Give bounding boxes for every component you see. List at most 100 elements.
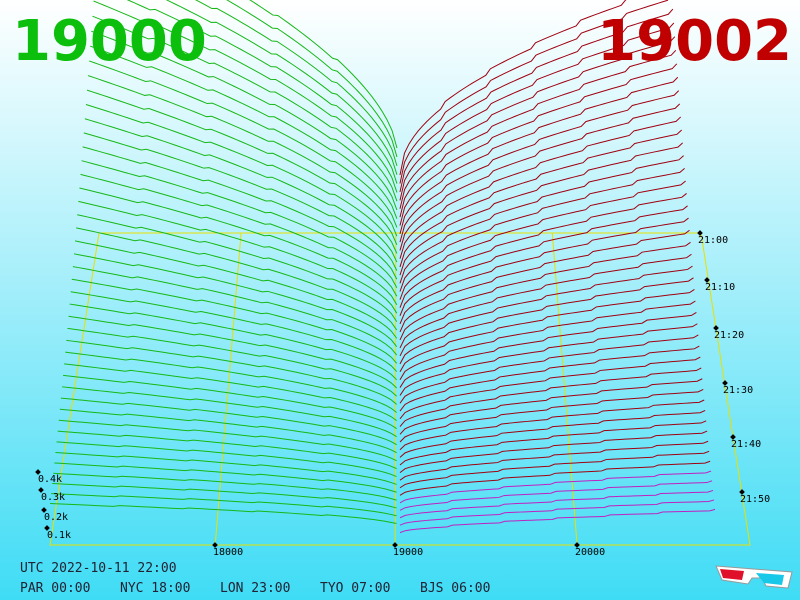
clock-label: BJS 06:00 (420, 581, 490, 596)
bid-slice (76, 227, 398, 331)
ask-slice (399, 334, 699, 404)
bid-slice (69, 303, 398, 381)
bid-slice (92, 15, 398, 202)
tick-dot (44, 525, 50, 531)
ask-slice (399, 367, 702, 427)
bid-slice (61, 386, 397, 438)
price-tick-label: 19000 (393, 547, 423, 558)
ask-slice (399, 63, 678, 226)
ask-slice (399, 0, 627, 176)
ask-slice (399, 470, 712, 504)
ask-slice (399, 378, 703, 435)
bid-slice (80, 173, 398, 297)
ask-slice (399, 289, 695, 373)
tick-dot (574, 542, 580, 548)
utc-time: UTC 2022-10-11 22:00 (20, 561, 177, 576)
ask-slice (399, 180, 686, 300)
tick-dot (722, 380, 728, 386)
price-tick-label: 20000 (575, 547, 605, 558)
ask-slice (399, 312, 697, 388)
bid-price: 19000 (12, 9, 207, 74)
ask-slice (399, 499, 715, 526)
bid-slice (52, 482, 397, 509)
tick-dot (730, 434, 736, 440)
clock-label: PAR 00:00 (20, 581, 90, 596)
ask-slice (399, 323, 698, 396)
bid-slice (60, 397, 397, 446)
tick-dot (739, 489, 745, 495)
floor-line (551, 232, 578, 546)
depth-tick-label: 0.1k (47, 530, 71, 541)
tick-dot (697, 230, 703, 236)
bid-slice (71, 278, 398, 364)
ask-slice (399, 450, 710, 489)
ask-slice (399, 116, 682, 259)
bid-slice (49, 503, 397, 524)
bid-slice (67, 327, 398, 397)
bid-slice (72, 266, 398, 356)
ask-slice (399, 356, 701, 420)
ask-slice (399, 241, 691, 341)
depth-tick-label: 0.3k (41, 492, 65, 503)
time-tick-label: 21:10 (705, 282, 735, 293)
bid-slice (84, 118, 398, 263)
ask-slice (399, 388, 704, 443)
ask-slice (399, 508, 716, 534)
bid-slice (70, 291, 398, 372)
depth-tick-label: 0.2k (44, 512, 68, 523)
floor-line (394, 232, 397, 546)
ask-slice (399, 129, 683, 268)
clock-label: TYO 07:00 (320, 581, 390, 596)
ask-slice (399, 193, 687, 308)
ask-slice (399, 36, 676, 209)
bid-slice (89, 60, 398, 228)
bid-slice (54, 462, 397, 493)
ask-slice (399, 460, 711, 496)
bid-slice (82, 146, 398, 280)
time-tick-label: 21:40 (731, 439, 761, 450)
bid-slice (66, 339, 397, 405)
bid-slice (53, 472, 397, 501)
bid-slice (77, 214, 398, 322)
bid-slice (63, 374, 397, 430)
time-tick-label: 21:30 (723, 385, 753, 396)
axis-labels: 0.1k 0.2k 0.3k 0.4k 18000 19000 20000 21:00 21:1… (35, 230, 770, 558)
ask-slice (399, 229, 690, 333)
bid-slice (79, 187, 398, 305)
ask-slice (399, 265, 693, 357)
ask-slice (399, 420, 707, 466)
ask-slice (399, 253, 692, 349)
ask-price: 19002 (597, 9, 792, 74)
ask-slice (399, 489, 714, 519)
tick-dot (392, 542, 398, 548)
ask-slice (399, 277, 694, 365)
world-clocks: PAR 00:00 NYC 18:00 LON 23:00 TYO 07:00 BJS … (20, 581, 490, 596)
stereo-glasses-button[interactable] (715, 565, 793, 589)
bid-slice (65, 351, 397, 413)
bid-slice (126, 0, 398, 184)
bid-slice (226, 0, 398, 158)
bid-slice (51, 493, 397, 517)
ask-slice (399, 300, 696, 380)
bid-slice (83, 132, 398, 271)
ask-slice (399, 0, 669, 184)
bid-slice (68, 315, 398, 389)
bid-slice (249, 0, 398, 149)
depth-tick-label: 0.4k (38, 474, 62, 485)
ask-slice (399, 345, 700, 412)
bid-slice (165, 0, 398, 175)
ask-slice (399, 167, 685, 292)
bid-slice (58, 419, 397, 462)
tick-dot (212, 542, 218, 548)
clock-label: NYC 18:00 (120, 581, 190, 596)
bid-slice (78, 200, 398, 314)
bid-slice (90, 45, 398, 219)
ask-slice (399, 217, 689, 325)
tick-dot (713, 325, 719, 331)
bid-slice (91, 30, 398, 211)
bid-slice (87, 75, 398, 237)
bid-slice (81, 160, 398, 288)
bid-slice (55, 451, 397, 485)
